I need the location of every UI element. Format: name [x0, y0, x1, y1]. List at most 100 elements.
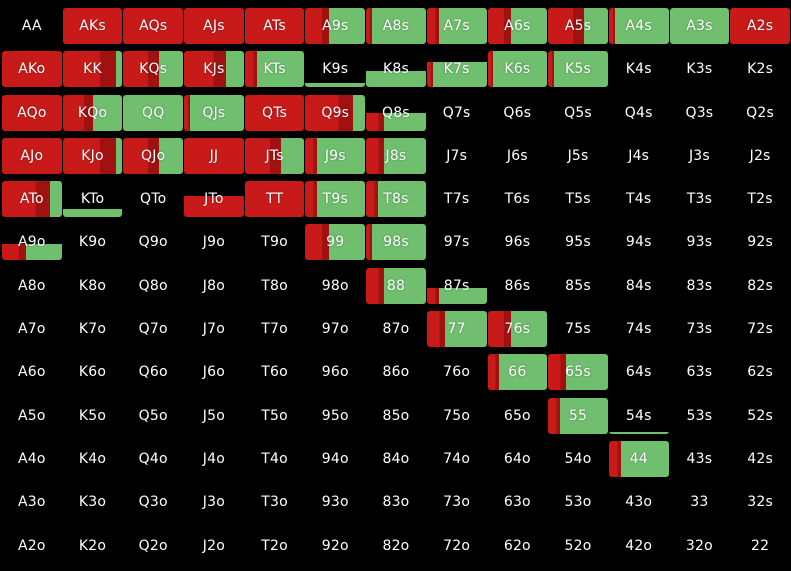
hand-cell[interactable]: K5s [548, 51, 608, 88]
hand-cell[interactable]: 94s [608, 224, 669, 261]
hand-cell[interactable]: 83s [669, 267, 730, 304]
hand-cell[interactable]: 32o [669, 527, 730, 564]
hand-cell[interactable]: K5o [62, 397, 123, 434]
hand-cell[interactable]: A8s [366, 8, 426, 44]
hand-cell[interactable]: 87o [366, 311, 426, 348]
hand-cell[interactable]: JTs [244, 137, 305, 174]
hand-cell[interactable]: T5o [244, 397, 305, 434]
hand-cell[interactable]: 87s [426, 267, 487, 304]
hand-cell[interactable]: 66 [487, 354, 548, 391]
hand-cell[interactable]: 52s [730, 397, 790, 434]
hand-cell[interactable]: T7o [244, 311, 305, 348]
hand-cell[interactable]: K4s [608, 51, 669, 88]
hand-cell[interactable]: 75o [426, 397, 487, 434]
hand-cell[interactable]: A4s [608, 8, 669, 44]
hand-cell[interactable]: Q7o [123, 311, 184, 348]
hand-cell[interactable]: 77 [426, 311, 487, 348]
hand-cell[interactable]: 83o [366, 484, 426, 521]
hand-cell[interactable]: T6s [487, 181, 548, 218]
hand-cell[interactable]: 92o [305, 527, 366, 564]
hand-cell[interactable]: J9s [305, 137, 366, 174]
hand-cell[interactable]: 98s [366, 224, 426, 261]
hand-cell[interactable]: 92s [730, 224, 790, 261]
hand-cell[interactable]: 93o [305, 484, 366, 521]
hand-cell[interactable]: KTs [244, 51, 305, 88]
hand-cell[interactable]: K9o [62, 224, 123, 261]
hand-cell[interactable]: Q5s [548, 94, 608, 131]
hand-cell[interactable]: 33 [669, 484, 730, 521]
hand-cell[interactable]: J8s [366, 137, 426, 174]
hand-cell[interactable]: K4o [62, 440, 123, 477]
hand-cell[interactable]: K8s [366, 51, 426, 88]
hand-cell[interactable]: 74s [608, 311, 669, 348]
hand-cell[interactable]: 95s [548, 224, 608, 261]
hand-cell[interactable]: J3o [184, 484, 244, 521]
hand-cell[interactable]: K2s [730, 51, 790, 88]
hand-cell[interactable]: Q7s [426, 94, 487, 131]
hand-cell[interactable]: 97o [305, 311, 366, 348]
hand-cell[interactable]: J4s [608, 137, 669, 174]
hand-cell[interactable]: 73s [669, 311, 730, 348]
hand-cell[interactable]: A3o [2, 484, 62, 521]
hand-cell[interactable]: A7s [426, 8, 487, 44]
hand-cell[interactable]: Q8o [123, 267, 184, 304]
hand-cell[interactable]: T8s [366, 181, 426, 218]
hand-cell[interactable]: 88 [366, 267, 426, 304]
hand-cell[interactable]: J6s [487, 137, 548, 174]
hand-cell[interactable]: Q2s [730, 94, 790, 131]
hand-cell[interactable]: J7o [184, 311, 244, 348]
hand-cell[interactable]: 85s [548, 267, 608, 304]
hand-cell[interactable]: J7s [426, 137, 487, 174]
hand-cell[interactable]: 76s [487, 311, 548, 348]
hand-cell[interactable]: Q2o [123, 527, 184, 564]
hand-cell[interactable]: A6o [2, 354, 62, 391]
hand-cell[interactable]: T2s [730, 181, 790, 218]
hand-cell[interactable]: T9o [244, 224, 305, 261]
hand-cell[interactable]: 43o [608, 484, 669, 521]
hand-cell[interactable]: 96s [487, 224, 548, 261]
hand-cell[interactable]: 86o [366, 354, 426, 391]
hand-cell[interactable]: K8o [62, 267, 123, 304]
hand-cell[interactable]: 54o [548, 440, 608, 477]
hand-cell[interactable]: 64o [487, 440, 548, 477]
hand-cell[interactable]: A6s [487, 8, 548, 44]
hand-cell[interactable]: AJs [184, 8, 244, 44]
hand-cell[interactable]: 55 [548, 397, 608, 434]
hand-cell[interactable]: AQs [123, 8, 184, 44]
hand-cell[interactable]: K3s [669, 51, 730, 88]
hand-cell[interactable]: J5o [184, 397, 244, 434]
hand-cell[interactable]: AKo [2, 51, 62, 88]
hand-cell[interactable]: QTo [123, 181, 184, 218]
hand-cell[interactable]: TT [244, 181, 305, 218]
hand-cell[interactable]: T5s [548, 181, 608, 218]
hand-cell[interactable]: 73o [426, 484, 487, 521]
hand-cell[interactable]: QJs [184, 94, 244, 131]
hand-cell[interactable]: J3s [669, 137, 730, 174]
hand-cell[interactable]: J8o [184, 267, 244, 304]
hand-cell[interactable]: Q8s [366, 94, 426, 131]
hand-cell[interactable]: K7o [62, 311, 123, 348]
hand-cell[interactable]: ATs [244, 8, 305, 44]
hand-cell[interactable]: A8o [2, 267, 62, 304]
hand-cell[interactable]: 43s [669, 440, 730, 477]
hand-cell[interactable]: 98o [305, 267, 366, 304]
hand-cell[interactable]: AA [2, 8, 62, 44]
hand-cell[interactable]: Q4o [123, 440, 184, 477]
hand-cell[interactable]: A5s [548, 8, 608, 44]
hand-cell[interactable]: A7o [2, 311, 62, 348]
hand-cell[interactable]: 86s [487, 267, 548, 304]
hand-cell[interactable]: 94o [305, 440, 366, 477]
hand-cell[interactable]: 64s [608, 354, 669, 391]
hand-cell[interactable]: 65s [548, 354, 608, 391]
hand-cell[interactable]: A9s [305, 8, 366, 44]
hand-cell[interactable]: 82o [366, 527, 426, 564]
hand-cell[interactable]: J2o [184, 527, 244, 564]
hand-cell[interactable]: Q3s [669, 94, 730, 131]
hand-cell[interactable]: AQo [2, 94, 62, 131]
hand-cell[interactable]: K7s [426, 51, 487, 88]
hand-cell[interactable]: 63o [487, 484, 548, 521]
hand-cell[interactable]: T9s [305, 181, 366, 218]
hand-cell[interactable]: 52o [548, 527, 608, 564]
hand-cell[interactable]: 54s [608, 397, 669, 434]
hand-cell[interactable]: 62o [487, 527, 548, 564]
